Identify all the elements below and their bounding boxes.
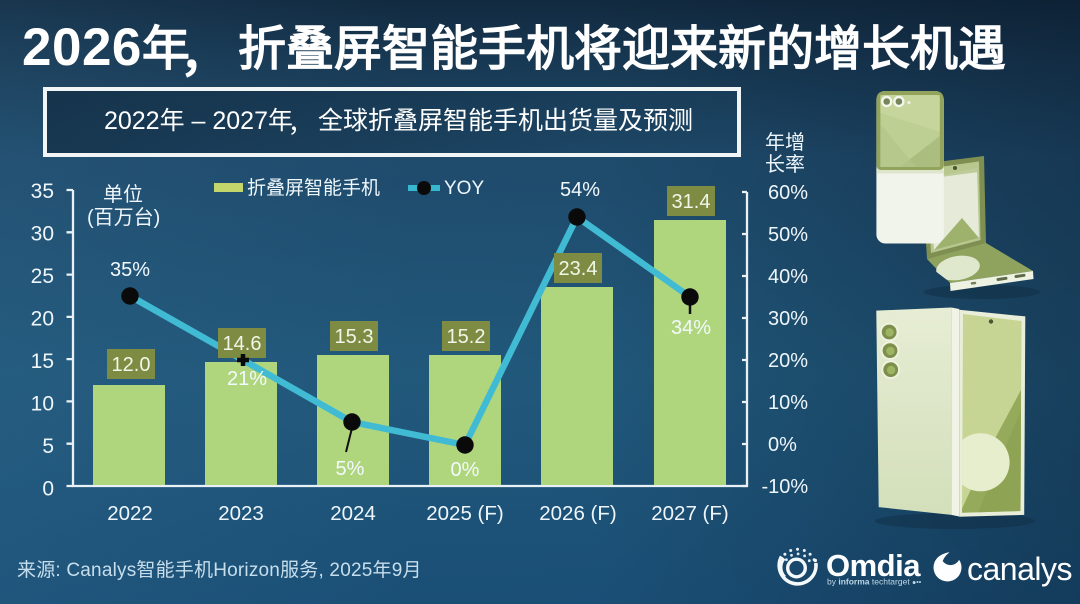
svg-text:15.3: 15.3 xyxy=(335,326,374,348)
svg-text:canalys: canalys xyxy=(967,551,1072,587)
svg-text:2024: 2024 xyxy=(330,502,376,525)
svg-text:20%: 20% xyxy=(768,350,808,372)
svg-text:10: 10 xyxy=(31,393,54,416)
svg-text:2022: 2022 xyxy=(107,502,153,525)
svg-text:2027 (F): 2027 (F) xyxy=(651,502,728,525)
svg-text:年增: 年增 xyxy=(765,131,805,154)
svg-text:15.2: 15.2 xyxy=(447,326,486,348)
svg-text:YOY: YOY xyxy=(444,178,484,199)
svg-text:2023: 2023 xyxy=(218,502,264,525)
svg-text:长率: 长率 xyxy=(765,153,805,176)
svg-text:31.4: 31.4 xyxy=(672,191,711,213)
svg-text:by informa techtarget ●••: by informa techtarget ●•• xyxy=(827,577,922,587)
svg-text:0%: 0% xyxy=(768,434,797,456)
svg-text:10%: 10% xyxy=(768,392,808,414)
svg-text:40%: 40% xyxy=(768,266,808,288)
svg-text:30%: 30% xyxy=(768,308,808,330)
svg-text:34%: 34% xyxy=(671,317,711,339)
svg-text:12.0: 12.0 xyxy=(112,354,151,376)
svg-text:5: 5 xyxy=(42,435,54,458)
svg-text:2026 (F): 2026 (F) xyxy=(539,502,616,525)
svg-text:35%: 35% xyxy=(110,259,150,281)
svg-text:5%: 5% xyxy=(336,458,365,480)
svg-text:50%: 50% xyxy=(768,224,808,246)
svg-text:2025 (F): 2025 (F) xyxy=(426,502,503,525)
svg-text:25: 25 xyxy=(31,265,54,288)
svg-text:54%: 54% xyxy=(560,179,600,201)
svg-text:21%: 21% xyxy=(227,368,267,390)
svg-text:23.4: 23.4 xyxy=(559,258,598,280)
svg-text:0%: 0% xyxy=(451,459,480,481)
svg-text:-10%: -10% xyxy=(762,476,809,498)
svg-text:14.6: 14.6 xyxy=(223,333,262,355)
svg-text:(百万台): (百万台) xyxy=(87,206,160,229)
svg-text:60%: 60% xyxy=(768,182,808,204)
svg-text:15: 15 xyxy=(31,350,54,373)
svg-text:30: 30 xyxy=(31,223,54,246)
svg-text:0: 0 xyxy=(42,478,54,501)
svg-text:单位: 单位 xyxy=(103,183,143,206)
svg-text:Omdia: Omdia xyxy=(826,548,921,583)
svg-text:20: 20 xyxy=(31,308,54,331)
svg-text:35: 35 xyxy=(31,180,54,203)
svg-text:折叠屏智能手机: 折叠屏智能手机 xyxy=(247,177,380,199)
